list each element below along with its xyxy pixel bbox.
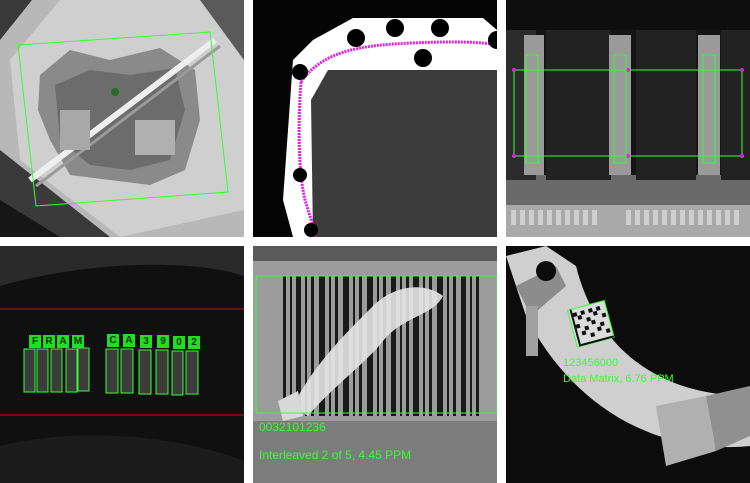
datamatrix-symbology-label: Data Matrix, 6.76 PPM: [563, 373, 674, 385]
ocr-char-8: 9: [157, 335, 169, 348]
ocr-char-10: 2: [188, 336, 200, 349]
ocr-char-4: M: [72, 335, 84, 348]
ocr-char-6: A: [123, 334, 135, 347]
part-outline-icon: [0, 0, 244, 237]
barcode-reading-panel: 0032101236 Interleaved 2 of 5, 4.45 PPM: [253, 246, 497, 483]
part-location-panel: [0, 0, 244, 237]
datamatrix-scene: [506, 246, 750, 483]
bead-trace-icon: [253, 0, 497, 237]
barcode-scene: [253, 246, 497, 483]
datamatrix-value-label: 123456000: [563, 357, 619, 369]
gasket-trace-panel: [253, 0, 497, 237]
ocr-reading-panel: F R A M C A 3 9 0 2: [0, 246, 244, 483]
barcode-symbology-label: Interleaved 2 of 5, 4.45 PPM: [259, 448, 412, 462]
pcb-inspection-panel: [506, 0, 750, 237]
ocr-scene: [0, 246, 244, 483]
ocr-char-5: C: [107, 334, 119, 347]
ocr-char-7: 3: [140, 335, 152, 348]
ocr-char-3: A: [57, 335, 69, 348]
ocr-char-9: 0: [173, 336, 185, 349]
barcode-value-label: 0032101236: [259, 420, 326, 434]
datamatrix-reading-panel: 123456000 Data Matrix, 6.76 PPM: [506, 246, 750, 483]
ocr-char-2: R: [43, 335, 55, 348]
ocr-char-1: F: [29, 335, 41, 348]
connector-pins-icon: [506, 0, 750, 237]
